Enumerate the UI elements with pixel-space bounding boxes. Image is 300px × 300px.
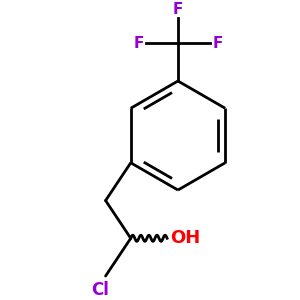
Text: OH: OH xyxy=(170,229,201,247)
Text: F: F xyxy=(212,36,223,51)
Text: Cl: Cl xyxy=(91,281,109,299)
Text: F: F xyxy=(173,2,183,17)
Text: F: F xyxy=(133,36,144,51)
